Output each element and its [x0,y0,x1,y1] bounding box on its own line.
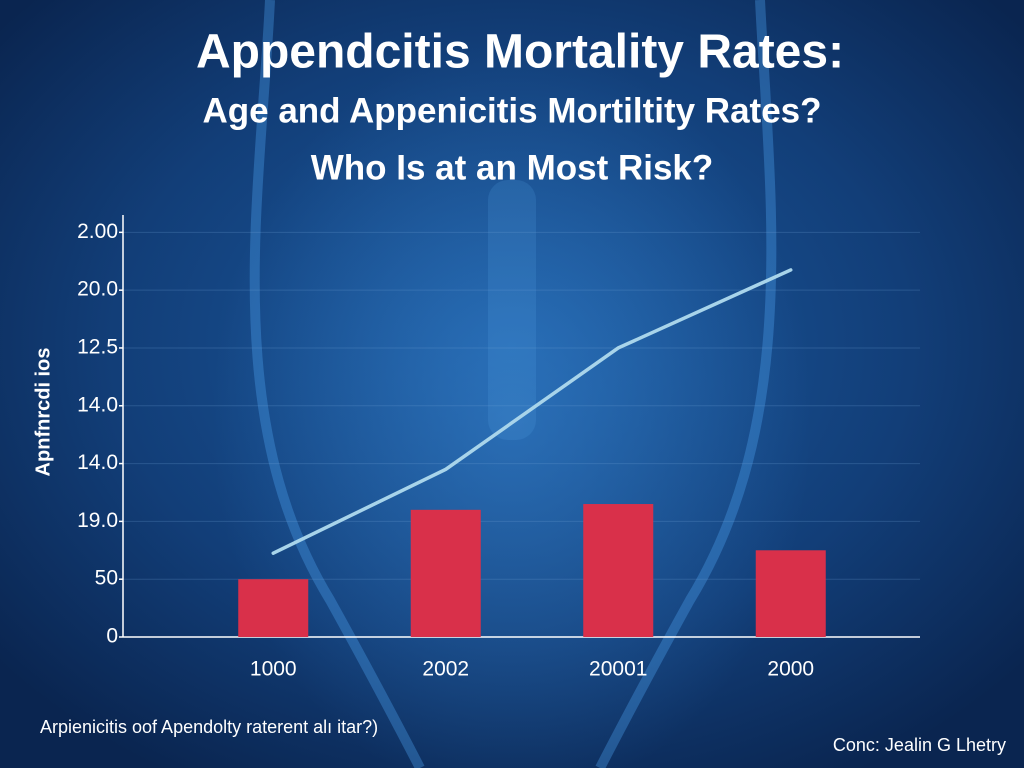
y-tick-label: 19.0 [77,509,118,532]
spine [488,180,536,440]
bar [410,509,481,637]
y-tick-label: 12.5 [77,336,118,359]
chart-title: Appendcitis Mortality Rates: [196,26,844,79]
chart-subtitle: Who Is at an Most Risk? [311,148,714,187]
x-tick-label: 2000 [767,658,814,681]
bar [755,550,826,637]
x-tick-label: 20001 [589,658,647,681]
body-glow [212,40,812,768]
footnote: Arpienicitis oof Apendolty raterent alı … [40,717,378,737]
chart-subtitle: Age and Appenicitis Mortiltity Rates? [202,91,821,130]
y-tick-label: 50 [95,567,118,590]
bar [238,579,309,637]
y-tick-label: 20.0 [77,278,118,301]
y-tick-label: 14.0 [77,451,118,474]
y-axis-label: Apnfnrcdi ios [32,348,54,477]
x-tick-label: 1000 [250,658,297,681]
source: Conc: Jealin G Lhetry [833,735,1006,755]
x-tick-label: 2002 [422,658,469,681]
bar [583,504,654,637]
trend-line [271,268,793,555]
body-outline [249,0,777,768]
y-tick-label: 14.0 [77,393,118,416]
y-tick-label: 0 [106,625,118,648]
y-tick-label: 2.00 [77,220,118,243]
